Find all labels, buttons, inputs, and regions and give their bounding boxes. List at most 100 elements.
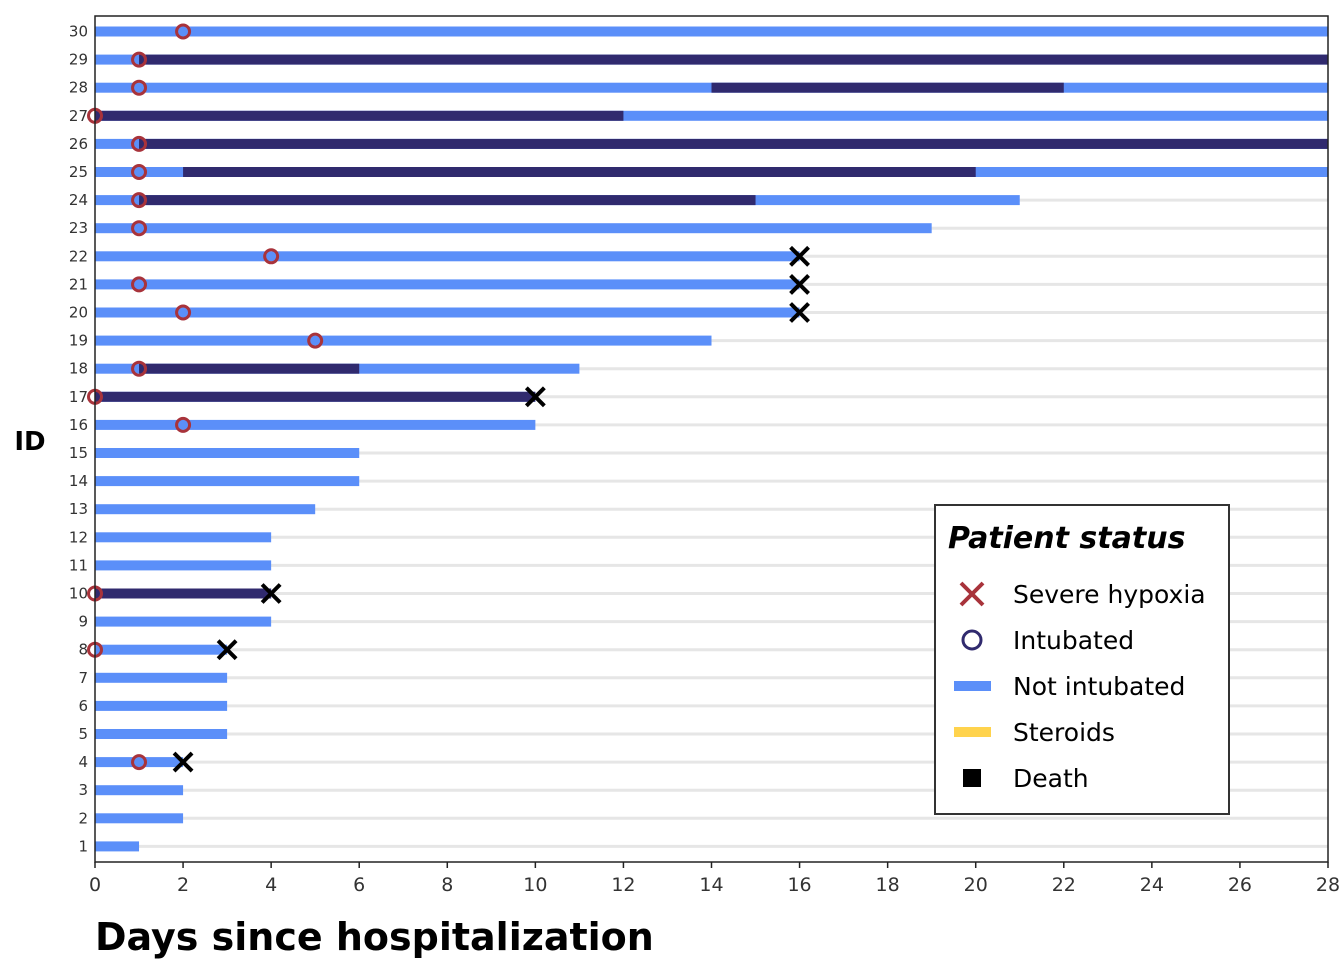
bar-not-intubated-id-6 [95,700,228,711]
y-tick-label-25: 25 [69,163,88,181]
y-tick-label-9: 9 [78,613,88,631]
bar-intubated-id-24-0 [139,195,756,206]
y-tick-label-14: 14 [69,472,88,490]
legend-symbol-death [963,769,981,787]
y-tick-label-23: 23 [69,219,88,237]
hypoxia-marker-id-20 [175,304,192,321]
legend: Patient status Severe hypoxia Intubated No… [934,504,1230,815]
y-tick-label-28: 28 [69,79,88,97]
legend-label-not_intubated: Not intubated [1013,672,1185,701]
y-tick-label-16: 16 [69,416,88,434]
bar-not-intubated-id-9 [95,616,272,627]
legend-label-intubated: Intubated [1013,626,1134,655]
legend-symbol-hypoxia [959,581,985,607]
bar-intubated-id-18-0 [139,363,360,374]
x-tick-label-2: 2 [177,874,189,896]
bar-not-intubated-id-5 [95,729,228,739]
y-tick-label-18: 18 [69,360,88,378]
hypoxia-marker-id-25 [131,164,148,180]
x-tick-label-4: 4 [265,874,277,896]
legend-symbol-not_intubated [954,681,991,691]
y-tick-label-26: 26 [69,135,88,153]
bar-intubated-id-28-0 [711,82,1064,93]
bar-not-intubated-id-13 [95,504,316,515]
bar-not-intubated-id-22 [95,251,800,262]
y-tick-label-24: 24 [69,191,88,209]
legend-item-steroids: Steroids [954,718,1115,747]
x-tick-label-16: 16 [787,874,811,896]
x-tick-label-22: 22 [1052,874,1076,896]
bar-not-intubated-id-30 [95,26,1328,37]
y-tick-labels: 1234567891011121314151617181920212223242… [69,23,88,856]
hypoxia-marker-id-22 [263,248,280,265]
legend-box [934,504,1230,815]
death-marker-id-17 [524,386,546,408]
hypoxia-marker-id-26 [131,135,148,152]
y-tick-label-22: 22 [69,247,88,265]
bar-intubated-id-10-0 [95,588,272,599]
bar-intubated-id-17-0 [95,391,536,402]
bar-not-intubated-id-20 [95,307,800,318]
bar-not-intubated-id-2 [95,813,184,824]
y-tick-label-10: 10 [69,585,88,603]
x-tick-label-26: 26 [1228,874,1252,896]
y-tick-label-21: 21 [69,275,88,293]
bar-not-intubated-id-8 [95,644,228,655]
legend-item-intubated: Intubated [961,626,1134,655]
y-tick-label-17: 17 [69,388,88,406]
bar-not-intubated-id-27 [95,110,1328,121]
y-tick-label-7: 7 [78,669,88,687]
bar-intubated-id-26-0 [139,138,1328,149]
y-tick-label-4: 4 [78,753,88,771]
x-tick-label-24: 24 [1140,874,1164,896]
hypoxia-marker-id-18 [131,360,148,377]
hypoxia-marker-id-23 [131,220,148,237]
x-tick-label-8: 8 [441,874,453,896]
y-axis-label: ID [14,427,45,457]
legend-item-hypoxia: Severe hypoxia [959,580,1206,609]
death-marker-id-20 [789,302,810,323]
bar-not-intubated-id-11 [95,560,272,571]
y-tick-label-5: 5 [78,725,88,743]
x-tick-label-6: 6 [353,874,365,896]
hypoxia-marker-id-24 [131,192,148,209]
bar-not-intubated-id-1 [95,841,140,852]
y-tick-label-6: 6 [78,697,88,715]
x-tick-label-28: 28 [1316,874,1340,896]
death-marker-id-8 [216,639,238,661]
hypoxia-marker-id-29 [131,51,148,68]
y-tick-label-2: 2 [78,809,88,827]
y-tick-label-20: 20 [69,304,88,322]
y-tick-label-11: 11 [69,556,88,574]
bar-not-intubated-id-4 [95,757,184,768]
y-tick-label-12: 12 [69,528,88,546]
hypoxia-marker-id-21 [131,276,148,293]
y-tick-label-27: 27 [69,107,88,125]
legend-item-death: Death [963,764,1089,793]
patient-bars [95,26,1328,852]
x-tick-label-12: 12 [611,874,635,896]
bar-not-intubated-id-3 [95,785,184,796]
x-axis-label: Days since hospitalization [95,915,654,959]
legend-title: Patient status [948,521,1185,556]
x-tick-label-10: 10 [523,874,547,896]
bar-not-intubated-id-15 [95,448,360,458]
hypoxia-marker-id-28 [131,79,148,96]
y-tick-label-15: 15 [69,444,88,462]
legend-symbol-intubated [961,629,983,651]
bar-not-intubated-id-7 [95,672,228,683]
x-tick-labels: 0 2 4 6 8 10 12 14 16 18 20 22 24 26 28 [89,862,1340,896]
hypoxia-marker-id-16 [175,416,192,433]
y-tick-label-1: 1 [78,837,88,855]
death-marker-id-10 [260,583,282,604]
death-marker-id-4 [172,751,194,773]
x-tick-label-20: 20 [964,874,988,896]
y-tick-label-13: 13 [69,500,88,518]
x-tick-label-0: 0 [89,874,101,896]
bar-not-intubated-id-23 [95,223,932,234]
legend-item-not_intubated: Not intubated [954,672,1185,701]
hypoxia-marker-id-30 [175,23,192,40]
y-tick-label-8: 8 [78,641,88,659]
bar-not-intubated-id-16 [95,419,536,430]
